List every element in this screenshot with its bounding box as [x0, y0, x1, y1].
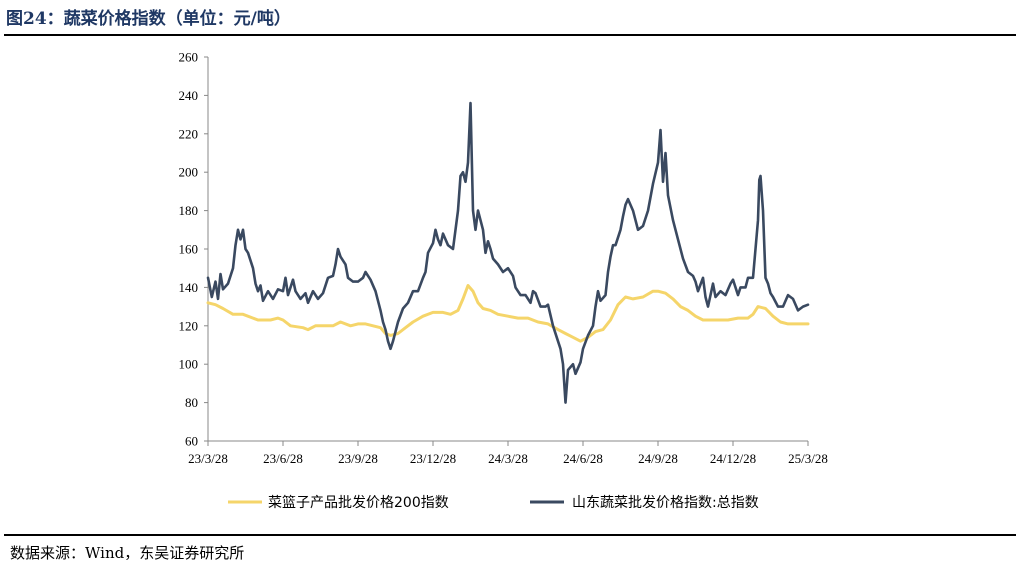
- y-tick-label: 140: [179, 280, 199, 295]
- y-tick-label: 120: [179, 318, 199, 333]
- top-rule: [4, 34, 1016, 36]
- x-tick-label: 23/12/28: [410, 451, 456, 466]
- series-layer: [206, 101, 810, 404]
- x-tick-label: 23/6/28: [263, 451, 303, 466]
- x-tick-label: 23/3/28: [188, 451, 228, 466]
- x-tick-label: 25/3/28: [788, 451, 828, 466]
- y-tick-label: 200: [179, 165, 199, 180]
- y-tick-label: 260: [179, 50, 199, 65]
- figure-title: 图24：蔬菜价格指数（单位：元/吨）: [6, 9, 291, 29]
- bottom-rule: [4, 534, 1016, 536]
- legend-item-basket-index: 菜篮子产品批发价格200指数: [228, 495, 449, 511]
- y-tick-label: 180: [179, 203, 199, 218]
- axes: 60 80 100 120 140 160 180 200 220 240 260 23/3/28 23…: [179, 50, 828, 467]
- legend-label: 山东蔬菜批发价格指数:总指数: [572, 495, 759, 511]
- x-tick-label: 24/12/28: [710, 451, 756, 466]
- y-tick-label: 80: [185, 395, 198, 410]
- legend: 菜篮子产品批发价格200指数 山东蔬菜批发价格指数:总指数: [228, 495, 759, 511]
- y-tick-label: 60: [185, 434, 198, 449]
- y-tick-label: 220: [179, 126, 199, 141]
- series-line-basket-index: [206, 284, 810, 343]
- legend-item-shandong-index: 山东蔬菜批发价格指数:总指数: [530, 495, 759, 511]
- y-tick-label: 160: [179, 242, 199, 257]
- x-tick-label: 24/9/28: [638, 451, 678, 466]
- price-index-chart: 60 80 100 120 140 160 180 200 220 240 260 23/3/28 23…: [179, 50, 828, 512]
- source-note: 数据来源：Wind，东吴证券研究所: [10, 544, 245, 562]
- x-tick-label: 24/3/28: [488, 451, 528, 466]
- y-tick-label: 100: [179, 357, 199, 372]
- x-tick-label: 23/9/28: [338, 451, 378, 466]
- x-tick-label: 24/6/28: [563, 451, 603, 466]
- legend-label: 菜篮子产品批发价格200指数: [268, 495, 449, 511]
- y-tick-label: 240: [179, 88, 199, 103]
- series-line-shandong-index: [206, 101, 810, 404]
